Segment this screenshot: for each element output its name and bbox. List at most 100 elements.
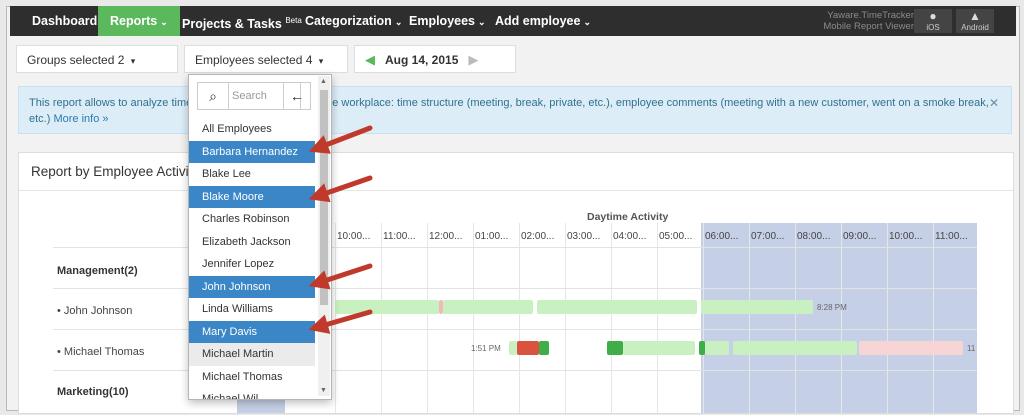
search-icon[interactable]: ⌕ xyxy=(198,83,229,109)
employee-option[interactable]: John Johnson xyxy=(189,275,315,298)
activity-bar[interactable] xyxy=(701,300,813,314)
employee-option[interactable]: Elizabeth Jackson xyxy=(202,235,291,248)
activity-bar[interactable] xyxy=(733,341,857,355)
employee-option[interactable]: Linda Williams xyxy=(202,303,273,315)
nav-projects-tasks[interactable]: Projects & Tasks Beta xyxy=(170,6,314,36)
chevron-down-icon: ⌄ xyxy=(394,17,403,27)
mobile-title-line2: Mobile Report Viewer xyxy=(823,21,914,32)
employee-search-input[interactable]: Search xyxy=(232,90,267,102)
time-column-divider xyxy=(841,223,842,413)
end-time-label: 8:28 PM xyxy=(817,303,847,312)
mobile-title-line1: Yaware.TimeTracker xyxy=(827,10,914,21)
alert-text-right: e workplace: time structure (meeting, br… xyxy=(332,97,989,109)
back-arrow-icon[interactable]: ← xyxy=(283,82,311,110)
nav-dashboard-label: Dashboard xyxy=(32,14,98,28)
android-icon: ▲ xyxy=(969,9,981,23)
time-column-divider xyxy=(381,223,382,413)
time-column-header: 01:00... xyxy=(475,231,509,242)
groups-select[interactable]: Groups selected 2 ▾ xyxy=(16,45,178,73)
nav-employees[interactable]: Employees ⌄ xyxy=(397,6,498,36)
time-column-header: 09:00... xyxy=(843,231,877,242)
activity-bar[interactable] xyxy=(517,341,539,355)
employee-option[interactable]: Michael Thomas xyxy=(202,370,283,383)
activity-bar[interactable] xyxy=(699,341,705,355)
time-column-divider xyxy=(657,223,658,413)
alert-text-line2: etc.) xyxy=(29,113,51,125)
group-row-label: Marketing(10) xyxy=(57,386,129,398)
ios-button[interactable]: ● iOS xyxy=(914,9,952,33)
employee-option[interactable]: Blake Moore xyxy=(189,185,315,208)
employee-option[interactable]: Michael Wil... xyxy=(202,393,268,400)
nav-reports[interactable]: Reports ⌄ xyxy=(98,6,180,36)
ios-label: iOS xyxy=(926,23,940,32)
employee-row-label: • Michael Thomas xyxy=(57,346,145,358)
time-column-header: 11:00... xyxy=(935,231,968,242)
employee-option[interactable]: Charles Robinson xyxy=(202,213,290,225)
time-column-divider xyxy=(703,223,704,413)
scroll-down-icon[interactable]: ▼ xyxy=(320,387,327,394)
employee-option[interactable]: Jennifer Lopez xyxy=(202,258,275,270)
groups-select-label: Groups selected 2 xyxy=(27,53,125,67)
activity-bar[interactable] xyxy=(705,341,729,355)
more-info-link[interactable]: More info » xyxy=(53,113,109,125)
prev-day-icon[interactable]: ◀ xyxy=(365,52,375,67)
activity-bar[interactable] xyxy=(607,341,623,355)
time-column-divider xyxy=(519,223,520,413)
next-day-icon[interactable]: ▶ xyxy=(468,52,479,67)
end-time-label: 11 xyxy=(967,344,976,353)
info-alert: This report allows to analyze time e work… xyxy=(18,86,1012,134)
scroll-thumb[interactable] xyxy=(320,90,328,305)
activity-bar[interactable] xyxy=(859,341,963,355)
time-column-header: 12:00... xyxy=(429,231,463,242)
employee-option[interactable]: All Employees xyxy=(202,123,272,135)
activity-bar[interactable] xyxy=(537,300,697,314)
employees-dropdown: ⌕ Search ← All Employees Barbara Hernande… xyxy=(188,74,332,400)
group-row-label: Management(2) xyxy=(57,265,138,277)
time-column-header: 03:00... xyxy=(567,231,601,242)
time-column-divider xyxy=(795,223,796,413)
activity-bar[interactable] xyxy=(439,300,443,314)
apple-icon: ● xyxy=(929,9,937,23)
close-icon[interactable]: ✕ xyxy=(988,96,999,110)
employee-row-label: • John Johnson xyxy=(57,305,133,317)
nav-dashboard[interactable]: Dashboard xyxy=(20,6,109,36)
nav-categorization[interactable]: Categorization ⌄ xyxy=(293,6,414,36)
employees-select-label: Employees selected 4 xyxy=(195,53,313,67)
report-title: Report by Employee Activity xyxy=(19,153,1013,191)
scroll-up-icon[interactable]: ▲ xyxy=(320,78,327,85)
time-column-divider xyxy=(427,223,428,413)
time-column-header: 02:00... xyxy=(521,231,555,242)
daytime-activity-title: Daytime Activity xyxy=(587,211,669,223)
employee-option[interactable]: Michael Martin xyxy=(189,343,315,366)
nav-reports-label: Reports xyxy=(110,14,158,28)
time-column-divider xyxy=(335,223,336,413)
activity-bar[interactable] xyxy=(443,300,533,314)
dropdown-scrollbar[interactable]: ▲ ▼ xyxy=(318,76,330,396)
caret-down-icon: ▾ xyxy=(318,56,324,66)
chevron-down-icon: ⌄ xyxy=(583,17,591,27)
activity-bar[interactable] xyxy=(335,300,439,314)
employee-option[interactable]: Mary Davis xyxy=(189,320,315,343)
time-column-divider xyxy=(473,223,474,413)
android-label: Android xyxy=(961,23,989,32)
employee-list: All Employees Barbara Hernandez Blake Lee B… xyxy=(189,118,315,400)
activity-bar[interactable] xyxy=(623,341,695,355)
beta-badge: Beta xyxy=(285,16,302,25)
top-navigation: Dashboard Reports ⌄ Projects & Tasks Beta… xyxy=(10,6,1016,36)
nav-employees-label: Employees xyxy=(409,14,476,28)
nav-add-employee-label: Add employee xyxy=(495,14,581,28)
activity-bar[interactable] xyxy=(509,341,517,355)
activity-bar[interactable] xyxy=(539,341,549,355)
android-button[interactable]: ▲ Android xyxy=(956,9,994,33)
nav-add-employee[interactable]: Add employee ⌄ xyxy=(483,6,603,36)
employee-search-box[interactable]: ⌕ Search xyxy=(197,82,301,110)
report-panel: Report by Employee Activity Daytime Acti… xyxy=(18,152,1014,414)
employees-select[interactable]: Employees selected 4 ▾ xyxy=(184,45,348,73)
caret-down-icon: ▾ xyxy=(130,56,136,66)
employee-option[interactable]: Barbara Hernandez xyxy=(189,140,315,163)
date-picker[interactable]: ◀ Aug 14, 2015 ▶ xyxy=(354,45,516,73)
employee-option[interactable]: Blake Lee xyxy=(202,168,251,180)
nav-categorization-label: Categorization xyxy=(305,14,392,28)
time-column-divider xyxy=(749,223,750,413)
time-column-divider xyxy=(611,223,612,413)
